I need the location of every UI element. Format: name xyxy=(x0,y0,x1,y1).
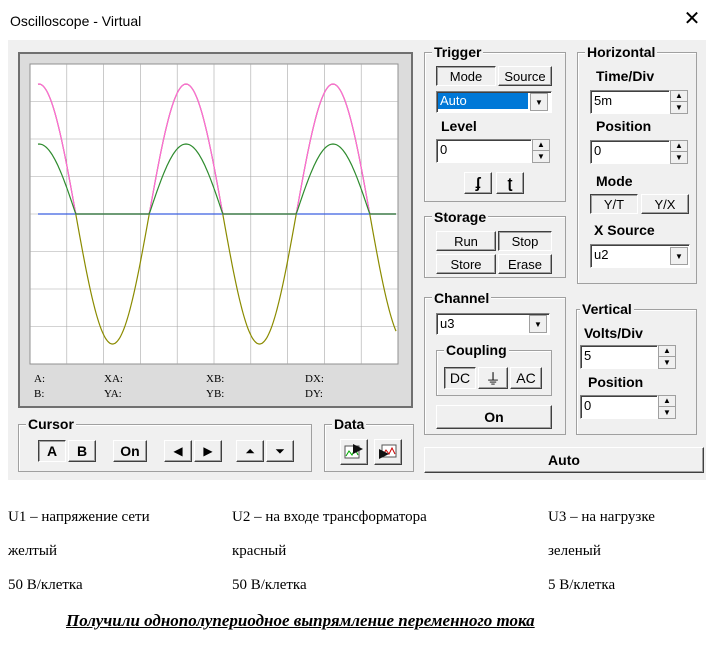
spin-down-icon[interactable]: ▼ xyxy=(663,357,671,367)
data-export-icon[interactable] xyxy=(340,439,368,465)
data-group xyxy=(324,424,414,472)
caption-u2-title: U2 – на входе трансформатора xyxy=(232,509,427,525)
readout-xa: XA: xyxy=(104,373,123,385)
spin-down-icon[interactable]: ▼ xyxy=(675,152,683,162)
trace-u3 xyxy=(37,143,396,215)
hposition-input[interactable]: 0 xyxy=(590,140,670,164)
caption-u2-color: красный xyxy=(232,543,287,559)
channel-group xyxy=(424,297,566,435)
readout-a: A: xyxy=(34,373,45,385)
spin-up-icon[interactable]: ▲ xyxy=(671,91,687,102)
spin-down-icon[interactable]: ▼ xyxy=(537,151,545,161)
trigger-group xyxy=(424,52,566,202)
hposition-stepper[interactable]: ▲ ▼ xyxy=(670,140,688,164)
ac-button[interactable]: AC xyxy=(510,367,542,389)
timediv-label: Time/Div xyxy=(596,68,655,84)
spin-up-icon[interactable]: ▲ xyxy=(659,346,675,357)
trigger-level-stepper[interactable]: ▲ ▼ xyxy=(532,139,550,163)
readout-xb: XB: xyxy=(206,373,225,385)
scope-screen: A: B: XA: YA: XB: YB: DX: DY: xyxy=(18,52,413,408)
channel-select[interactable]: u3 xyxy=(436,313,550,335)
readout-b: B: xyxy=(34,388,45,400)
arrow-right-icon[interactable]: ▶ xyxy=(194,440,222,462)
vposition-label: Position xyxy=(588,374,644,390)
yt-button[interactable]: Y/T xyxy=(590,194,638,214)
ground-icon[interactable]: ⏚ xyxy=(478,367,508,389)
chevron-down-icon[interactable]: ▼ xyxy=(670,247,688,265)
cursor-on-button[interactable]: On xyxy=(113,440,147,462)
readout-dx: DX: xyxy=(305,373,324,385)
rising-edge-button[interactable]: ʄ xyxy=(464,172,492,194)
trigger-mode-select[interactable]: Auto xyxy=(436,91,552,113)
yx-button[interactable]: Y/X xyxy=(641,194,689,214)
cursor-group xyxy=(18,424,312,472)
caption-u3-color: зеленый xyxy=(548,543,601,559)
voltsdiv-label: Volts/Div xyxy=(584,325,643,341)
arrow-left-icon[interactable]: ◀ xyxy=(164,440,192,462)
spin-up-icon[interactable]: ▲ xyxy=(659,396,675,407)
close-icon[interactable]: ✕ xyxy=(683,8,701,30)
chevron-down-icon[interactable]: ▼ xyxy=(529,315,547,333)
readout-ya: YA: xyxy=(104,388,122,400)
channel-on-button[interactable]: On xyxy=(436,405,552,429)
move-up-icon[interactable]: ⏶ xyxy=(236,440,264,462)
chevron-down-icon[interactable]: ▼ xyxy=(530,93,548,111)
vposition-stepper[interactable]: ▲ ▼ xyxy=(658,395,676,419)
storage-title: Storage xyxy=(432,209,489,225)
data-title: Data xyxy=(332,416,367,432)
coupling-title: Coupling xyxy=(444,342,509,358)
voltsdiv-input[interactable]: 5 xyxy=(580,345,658,369)
hmode-label: Mode xyxy=(596,173,633,189)
trigger-level-input[interactable]: 0 xyxy=(436,139,532,163)
spin-up-icon[interactable]: ▲ xyxy=(671,141,687,152)
cursor-b-button[interactable]: B xyxy=(68,440,96,462)
falling-edge-button[interactable]: ʈ xyxy=(496,172,524,194)
voltsdiv-stepper[interactable]: ▲ ▼ xyxy=(658,345,676,369)
trigger-source-tab[interactable]: Source xyxy=(498,66,552,86)
trigger-title: Trigger xyxy=(432,44,484,60)
summary-text: Получили однополупериодное выпрямление п… xyxy=(66,611,535,630)
caption-u1-title: U1 – напряжение сети xyxy=(8,509,150,525)
caption-u3-title: U3 – на нагрузке xyxy=(548,509,655,525)
data-import-icon[interactable] xyxy=(374,439,402,465)
trigger-level-label: Level xyxy=(441,118,477,134)
caption-u3-scale: 5 В/клетка xyxy=(548,577,616,593)
caption-u2-scale: 50 В/клетка xyxy=(232,577,307,593)
auto-button[interactable]: Auto xyxy=(424,447,704,473)
trigger-mode-value: Auto xyxy=(438,93,528,109)
timediv-stepper[interactable]: ▲ ▼ xyxy=(670,90,688,114)
channel-title: Channel xyxy=(432,290,492,306)
caption-u1-color: желтый xyxy=(8,543,57,559)
timediv-input[interactable]: 5m xyxy=(590,90,670,114)
store-button[interactable]: Store xyxy=(436,254,496,274)
spin-down-icon[interactable]: ▼ xyxy=(663,407,671,417)
scope-plot xyxy=(29,63,399,365)
dc-button[interactable]: DC xyxy=(444,367,476,389)
run-button[interactable]: Run xyxy=(436,231,496,251)
spin-up-icon[interactable]: ▲ xyxy=(533,140,549,151)
cursor-title: Cursor xyxy=(26,416,76,432)
caption-u1-scale: 50 В/клетка xyxy=(8,577,83,593)
move-down-icon[interactable]: ⏷ xyxy=(266,440,294,462)
erase-button[interactable]: Erase xyxy=(498,254,552,274)
window-title: Oscilloscope - Virtual xyxy=(10,13,142,29)
readout-dy: DY: xyxy=(305,388,323,400)
vertical-group xyxy=(576,309,697,435)
vposition-input[interactable]: 0 xyxy=(580,395,658,419)
xsource-label: X Source xyxy=(594,222,655,238)
horizontal-title: Horizontal xyxy=(585,44,658,60)
vertical-title: Vertical xyxy=(580,301,634,317)
cursor-a-button[interactable]: A xyxy=(38,440,66,462)
hposition-label: Position xyxy=(596,118,652,134)
readout-yb: YB: xyxy=(206,388,225,400)
storage-group xyxy=(424,216,566,278)
trigger-mode-tab[interactable]: Mode xyxy=(436,66,496,86)
stop-button[interactable]: Stop xyxy=(498,231,552,251)
spin-down-icon[interactable]: ▼ xyxy=(675,102,683,112)
